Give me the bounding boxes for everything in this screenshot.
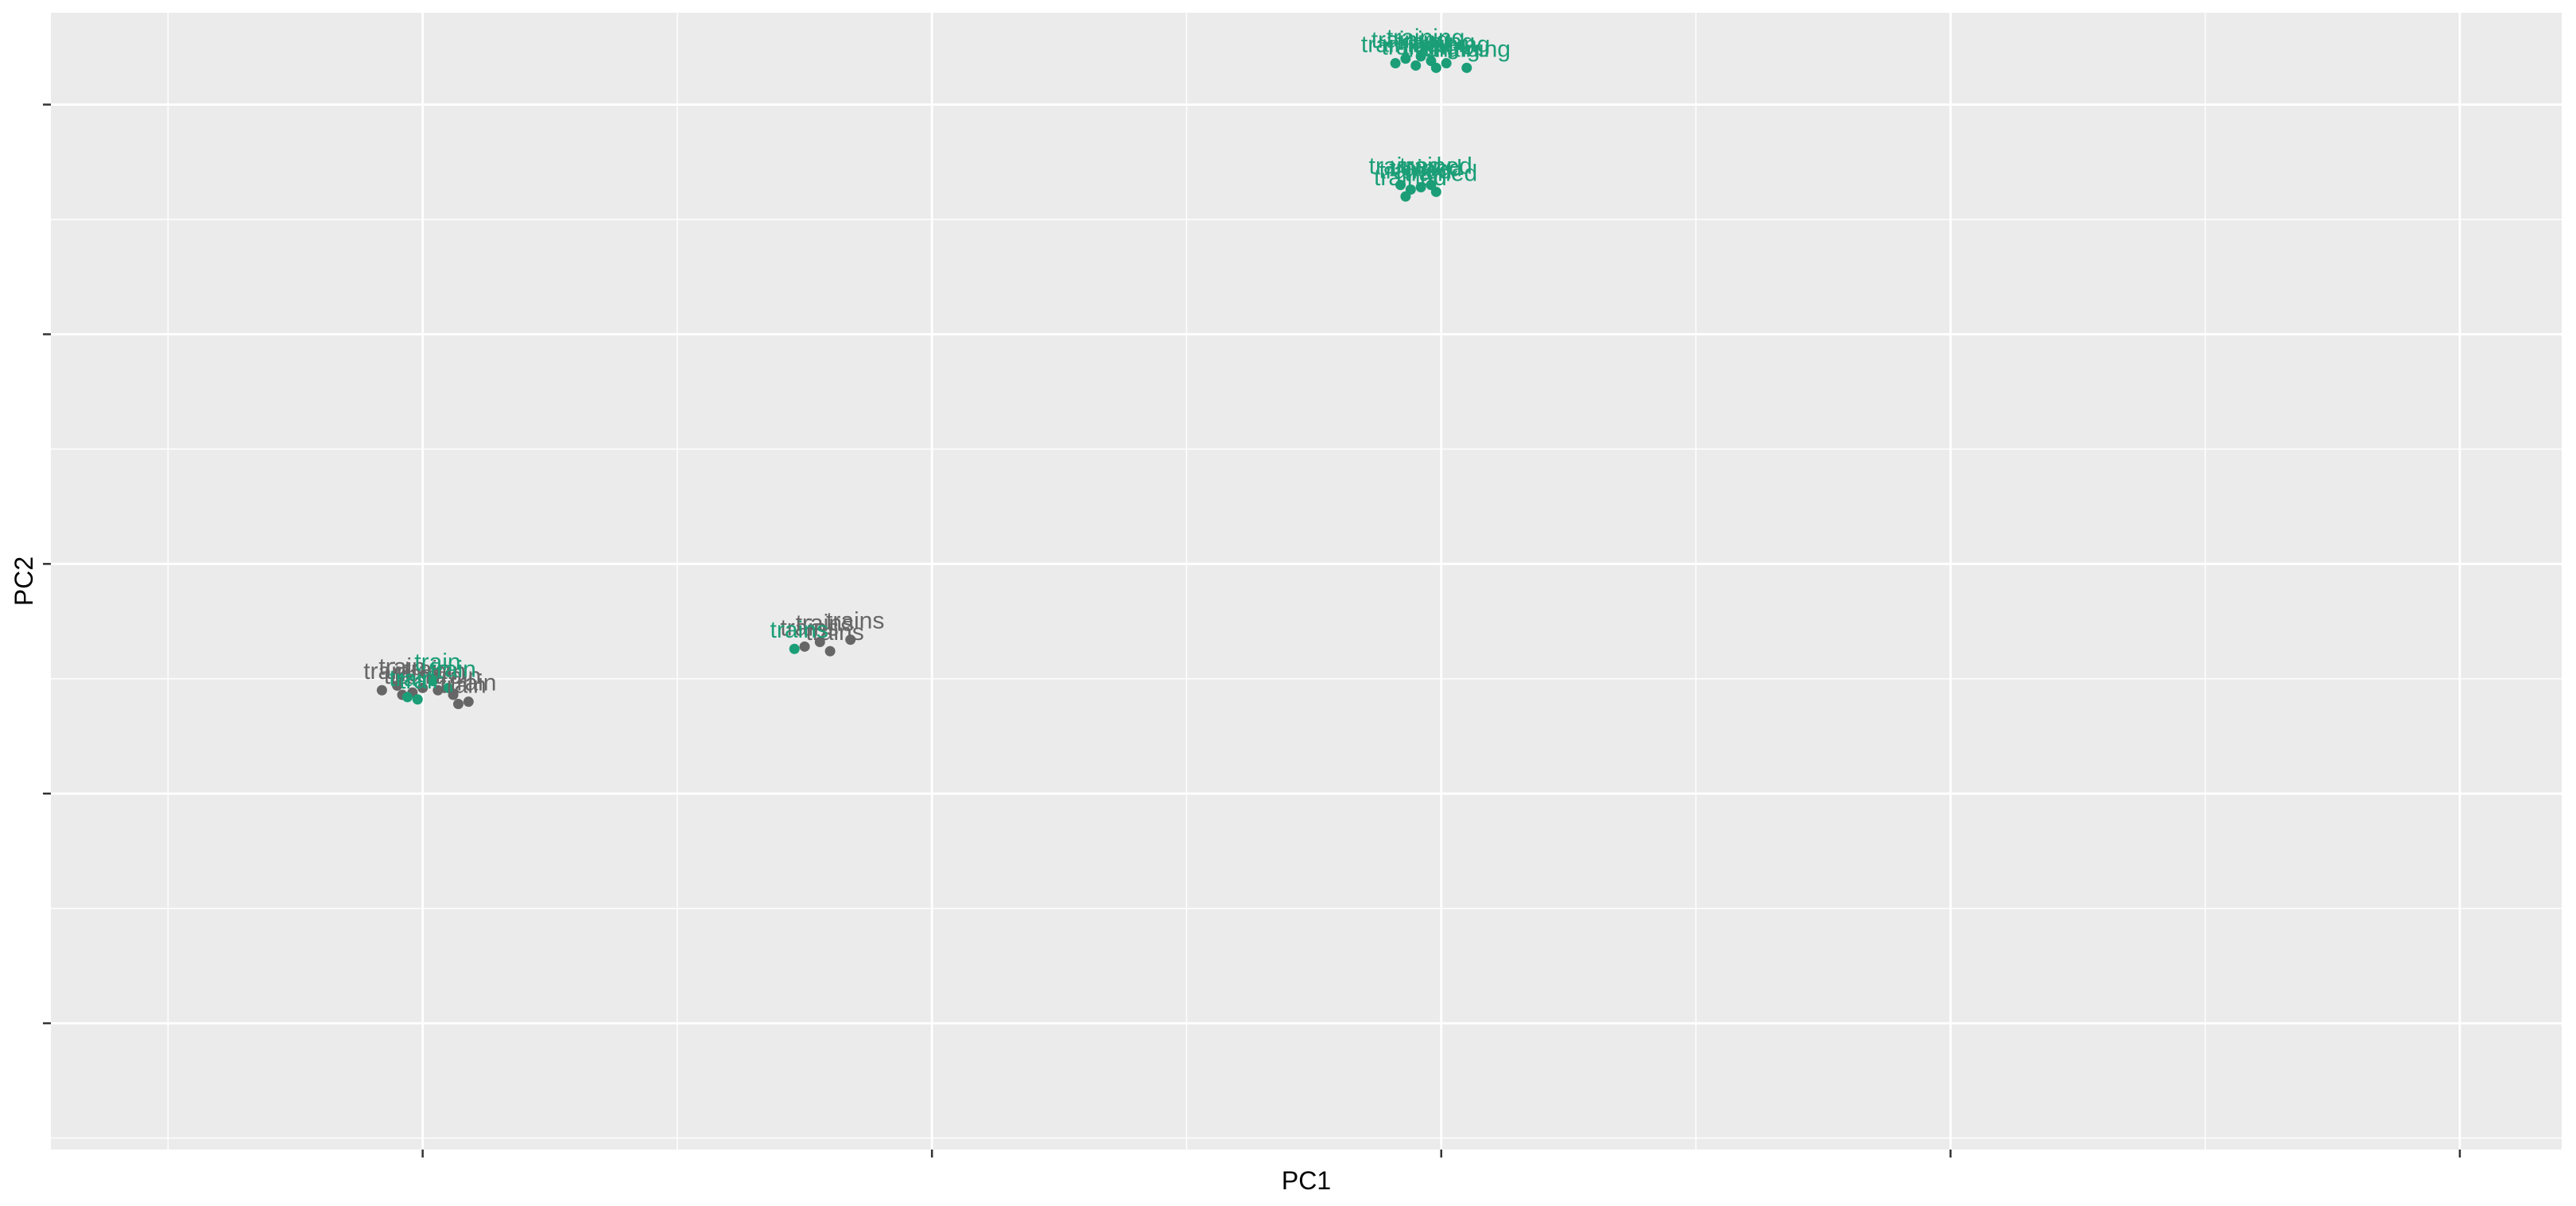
data-point	[376, 684, 387, 696]
plot-panel	[51, 13, 2562, 1150]
y-axis-title: PC2	[10, 556, 38, 606]
data-point	[433, 684, 444, 696]
axis-ticks	[43, 103, 2462, 1158]
data-point	[845, 634, 856, 646]
point-label: trains	[780, 615, 838, 641]
point-label: train	[384, 663, 430, 689]
data-point	[402, 692, 413, 703]
data-point	[427, 676, 438, 687]
data-point	[814, 637, 825, 648]
point-label: train	[363, 658, 409, 684]
data-point	[1415, 182, 1426, 193]
data-point	[1395, 180, 1406, 191]
data-point	[1400, 191, 1411, 202]
point-label: training	[1382, 33, 1460, 60]
data-point	[443, 682, 454, 693]
data-point	[824, 646, 836, 657]
point-label: training	[1433, 36, 1511, 62]
point-label: training	[1387, 25, 1465, 51]
point-label: train	[435, 663, 481, 689]
point-label: train	[440, 673, 486, 699]
minor-gridlines	[51, 13, 2562, 1150]
point-label: train	[414, 650, 460, 676]
point-label: train	[450, 670, 496, 696]
point-label: train	[378, 653, 425, 680]
x-axis-title: PC1	[1282, 1166, 1331, 1195]
data-point	[463, 696, 474, 708]
data-point	[417, 682, 429, 693]
point-label: trains	[805, 619, 863, 646]
point-label: train	[429, 656, 475, 682]
point-label: train	[404, 656, 450, 682]
point-label: trains	[826, 608, 884, 634]
data-point	[1430, 186, 1441, 197]
point-label: trained	[1374, 165, 1447, 191]
point-label: trains	[770, 617, 828, 643]
data-point	[1430, 62, 1441, 73]
point-label: trained	[1399, 153, 1472, 180]
data-points	[376, 51, 1472, 710]
major-gridlines	[51, 13, 2562, 1150]
point-label: train	[420, 658, 466, 684]
data-point	[412, 694, 423, 705]
point-label: training	[1412, 32, 1490, 58]
data-point	[789, 643, 800, 654]
data-point	[799, 641, 810, 652]
point-label: trained	[1369, 153, 1442, 180]
data-point	[1410, 60, 1422, 71]
data-point	[1441, 58, 1452, 69]
point-label: trained	[1404, 160, 1477, 186]
data-point	[1415, 51, 1426, 62]
point-label: trains	[796, 611, 854, 637]
point-label: train	[399, 668, 445, 694]
point-label: trained	[1389, 156, 1462, 182]
point-label: training	[1361, 32, 1439, 58]
data-point	[392, 680, 403, 691]
data-point	[452, 699, 464, 710]
point-label: train	[389, 665, 435, 692]
point-label: training	[1371, 27, 1449, 53]
data-point	[1461, 62, 1472, 73]
point-label: training	[1402, 36, 1480, 62]
point-label: train	[394, 661, 440, 687]
point-label: training	[1397, 29, 1475, 56]
data-point	[1400, 53, 1411, 64]
data-point	[1390, 58, 1401, 69]
point-label: trained	[1379, 157, 1452, 184]
